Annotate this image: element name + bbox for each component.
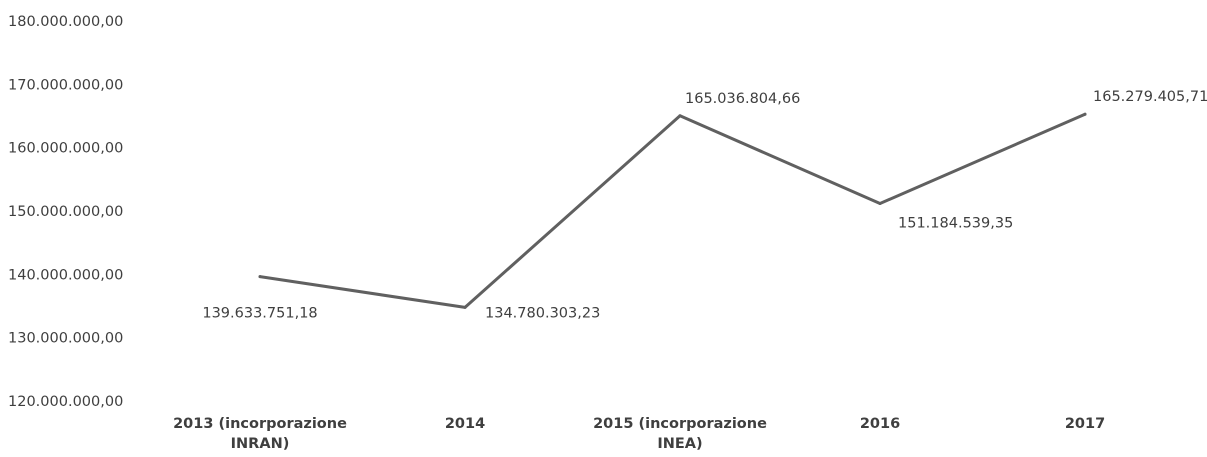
data-point bbox=[678, 114, 682, 118]
x-tick-label: 2015 (incorporazione INEA) bbox=[593, 416, 767, 452]
x-tick-line: 2015 (incorporazione bbox=[593, 416, 767, 432]
data-point bbox=[1083, 112, 1087, 116]
y-tick-label: 120.000.000,00 bbox=[8, 394, 123, 410]
x-tick-label: 2013 (incorporazione INRAN) bbox=[173, 416, 347, 452]
data-label: 139.633.751,18 bbox=[202, 306, 317, 322]
x-tick-line: 2014 bbox=[445, 416, 485, 432]
data-point bbox=[258, 275, 262, 279]
y-tick-label: 150.000.000,00 bbox=[8, 204, 123, 220]
plot-area bbox=[258, 112, 1087, 309]
x-axis: 2013 (incorporazione INRAN) 2014 2015 (inco… bbox=[173, 416, 1105, 452]
data-label: 151.184.539,35 bbox=[898, 215, 1013, 231]
series-line bbox=[258, 112, 1087, 309]
data-point bbox=[878, 201, 882, 205]
y-axis: 180.000.000,00 170.000.000,00 160.000.000,… bbox=[8, 14, 123, 410]
x-tick-line: INEA) bbox=[657, 436, 702, 452]
x-tick-label: 2017 bbox=[1065, 416, 1105, 432]
x-tick-line: 2017 bbox=[1065, 416, 1105, 432]
data-labels: 139.633.751,18 134.780.303,23 165.036.804,… bbox=[202, 89, 1207, 321]
x-tick-line: 2016 bbox=[860, 416, 900, 432]
y-tick-label: 130.000.000,00 bbox=[8, 331, 123, 347]
x-tick-line: 2013 (incorporazione bbox=[173, 416, 347, 432]
data-label: 165.036.804,66 bbox=[685, 91, 800, 107]
x-tick-label: 2016 bbox=[860, 416, 900, 432]
y-tick-label: 140.000.000,00 bbox=[8, 267, 123, 283]
data-point bbox=[463, 305, 467, 309]
x-tick-label: 2014 bbox=[445, 416, 485, 432]
data-label: 165.279.405,71 bbox=[1093, 89, 1207, 105]
x-tick-line: INRAN) bbox=[231, 436, 290, 452]
y-tick-label: 160.000.000,00 bbox=[8, 141, 123, 157]
data-label: 134.780.303,23 bbox=[485, 305, 600, 321]
y-tick-label: 170.000.000,00 bbox=[8, 77, 123, 93]
y-tick-label: 180.000.000,00 bbox=[8, 14, 123, 30]
